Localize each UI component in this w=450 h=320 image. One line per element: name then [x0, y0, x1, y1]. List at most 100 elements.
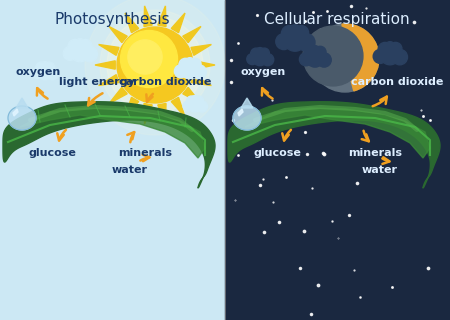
Text: glucose: glucose	[28, 148, 76, 158]
Circle shape	[74, 39, 86, 50]
Circle shape	[117, 27, 193, 103]
Circle shape	[47, 68, 59, 80]
Circle shape	[261, 53, 274, 66]
Polygon shape	[13, 109, 18, 116]
Circle shape	[194, 96, 203, 105]
Circle shape	[384, 42, 396, 53]
Text: minerals: minerals	[348, 148, 402, 158]
Polygon shape	[233, 106, 261, 130]
Circle shape	[288, 25, 302, 37]
Polygon shape	[158, 6, 166, 27]
Circle shape	[284, 29, 306, 51]
Circle shape	[281, 26, 297, 42]
Circle shape	[181, 61, 199, 79]
Polygon shape	[109, 27, 127, 43]
Circle shape	[100, 10, 210, 120]
Circle shape	[185, 58, 195, 68]
Circle shape	[32, 68, 43, 79]
Polygon shape	[158, 103, 166, 124]
Polygon shape	[241, 98, 253, 108]
Circle shape	[191, 95, 199, 103]
Polygon shape	[20, 108, 205, 158]
Polygon shape	[125, 97, 139, 117]
Circle shape	[79, 39, 92, 52]
Circle shape	[63, 46, 77, 60]
Circle shape	[183, 101, 193, 111]
Circle shape	[192, 65, 206, 79]
Circle shape	[68, 39, 82, 53]
Text: carbon dioxide: carbon dioxide	[119, 77, 211, 87]
Circle shape	[260, 48, 270, 58]
Text: light energy: light energy	[59, 77, 135, 87]
Circle shape	[82, 46, 98, 62]
Polygon shape	[99, 44, 119, 55]
Circle shape	[128, 40, 162, 74]
Circle shape	[197, 101, 207, 112]
Polygon shape	[95, 61, 115, 69]
Polygon shape	[245, 108, 430, 158]
Polygon shape	[144, 103, 152, 124]
Circle shape	[36, 62, 47, 73]
Circle shape	[306, 49, 324, 67]
Text: carbon dioxide: carbon dioxide	[351, 77, 443, 87]
Circle shape	[256, 48, 265, 56]
Circle shape	[299, 53, 312, 66]
Circle shape	[37, 64, 53, 80]
Text: water: water	[362, 165, 398, 175]
Circle shape	[297, 34, 315, 51]
Polygon shape	[238, 109, 243, 116]
Circle shape	[378, 42, 392, 56]
Circle shape	[304, 46, 317, 59]
Text: oxygen: oxygen	[240, 67, 286, 77]
Polygon shape	[109, 87, 127, 104]
Circle shape	[40, 61, 50, 70]
Circle shape	[179, 58, 192, 71]
Polygon shape	[183, 87, 201, 104]
Text: water: water	[112, 165, 148, 175]
Circle shape	[276, 34, 292, 50]
Circle shape	[315, 46, 326, 58]
Circle shape	[121, 30, 177, 87]
Circle shape	[251, 48, 261, 59]
Circle shape	[175, 65, 187, 78]
Circle shape	[70, 42, 90, 62]
Circle shape	[317, 53, 331, 67]
Polygon shape	[16, 98, 28, 108]
Wedge shape	[342, 24, 379, 91]
Polygon shape	[171, 13, 185, 33]
Polygon shape	[195, 61, 215, 69]
Text: oxygen: oxygen	[15, 67, 61, 77]
Polygon shape	[183, 27, 201, 43]
Polygon shape	[3, 102, 215, 188]
Circle shape	[188, 98, 202, 112]
Bar	[225, 0, 450, 320]
Polygon shape	[8, 106, 36, 130]
Circle shape	[373, 49, 387, 63]
Circle shape	[186, 96, 197, 106]
Text: Photosynthesis: Photosynthesis	[54, 12, 170, 27]
Polygon shape	[144, 6, 152, 27]
Circle shape	[389, 42, 402, 55]
Circle shape	[45, 62, 54, 72]
Polygon shape	[171, 97, 185, 117]
Circle shape	[303, 26, 363, 86]
Polygon shape	[191, 75, 211, 85]
Circle shape	[310, 46, 320, 56]
Circle shape	[392, 49, 408, 65]
Circle shape	[247, 53, 258, 65]
Polygon shape	[191, 44, 211, 55]
Circle shape	[107, 17, 203, 113]
Text: Cellular respiration: Cellular respiration	[264, 12, 410, 27]
Polygon shape	[125, 13, 139, 33]
Circle shape	[311, 24, 379, 92]
Circle shape	[252, 50, 268, 66]
Circle shape	[189, 58, 201, 70]
Text: glucose: glucose	[253, 148, 301, 158]
Polygon shape	[99, 75, 119, 85]
Text: minerals: minerals	[118, 148, 172, 158]
Circle shape	[85, 0, 225, 135]
Circle shape	[380, 45, 400, 65]
Bar	[0, 0, 225, 320]
Circle shape	[294, 26, 309, 40]
Polygon shape	[228, 102, 440, 188]
